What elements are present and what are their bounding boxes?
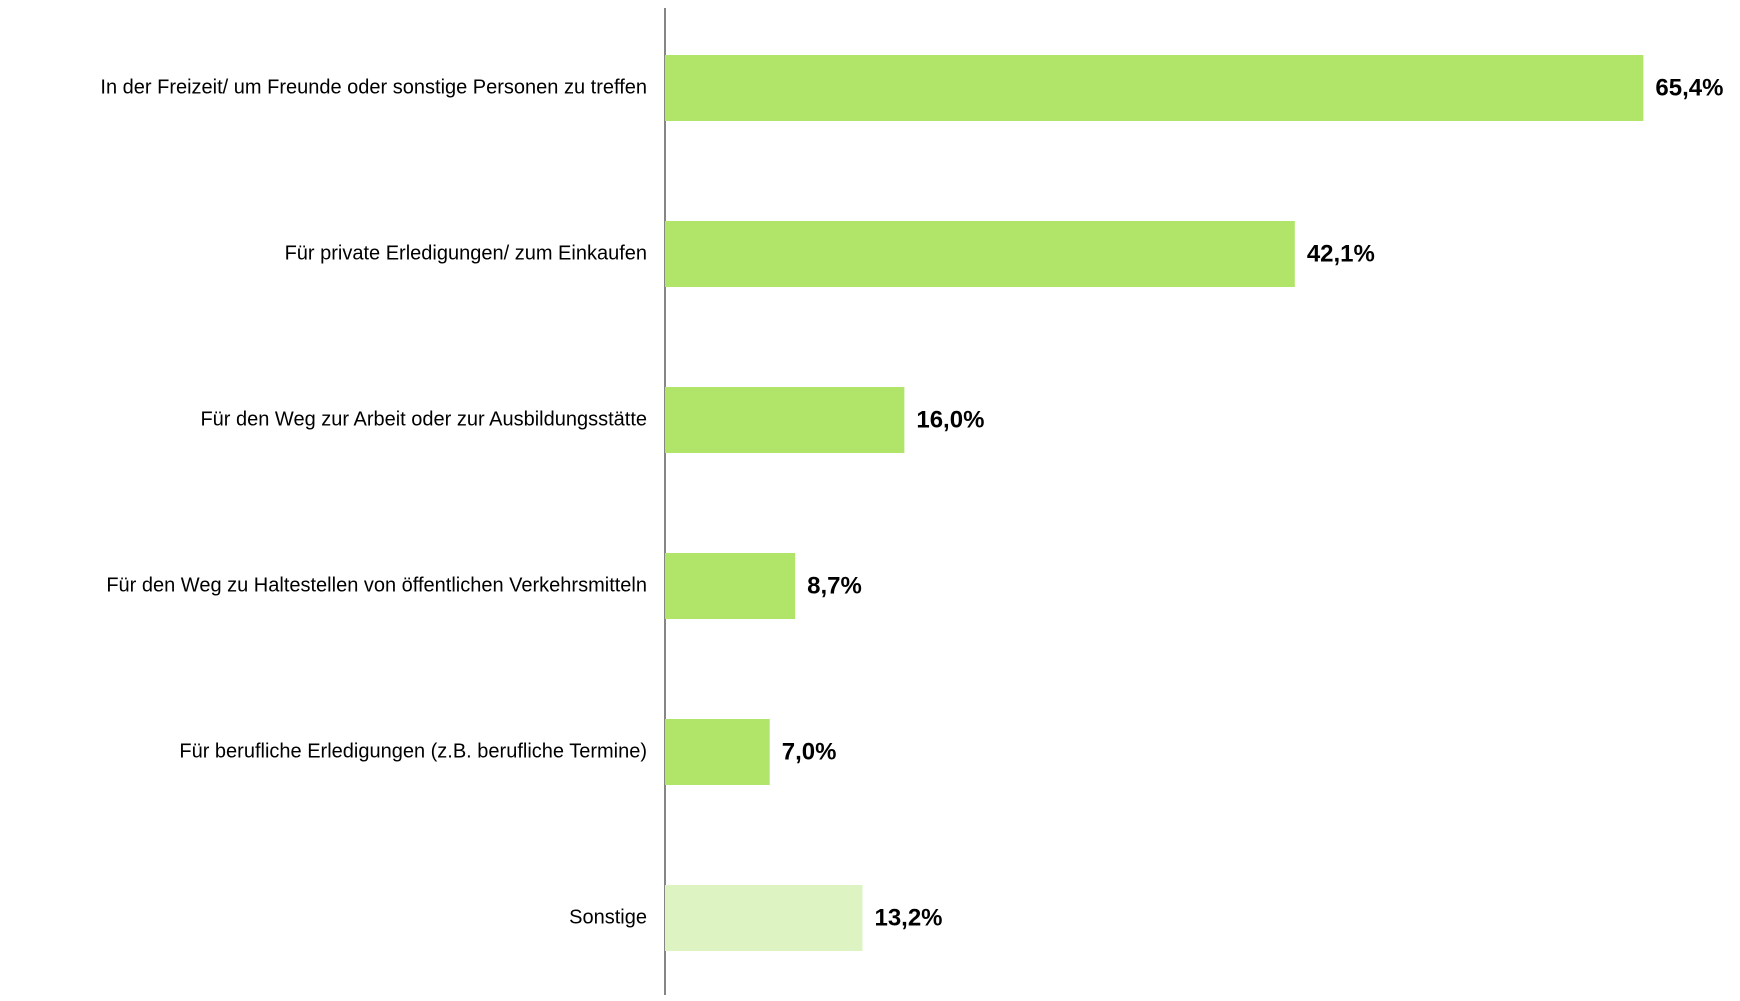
category-label: Für den Weg zu Haltestellen von öffentli… (106, 574, 647, 596)
value-label: 7,0% (782, 738, 837, 765)
bar (665, 885, 863, 951)
value-label: 13,2% (874, 904, 942, 931)
bar (665, 719, 770, 785)
category-label: Für berufliche Erledigungen (z.B. berufl… (179, 740, 647, 762)
value-label: 16,0% (916, 406, 984, 433)
bar (665, 221, 1295, 287)
category-label: Für private Erledigungen/ zum Einkaufen (285, 242, 647, 264)
category-label: Sonstige (569, 906, 647, 928)
value-label: 65,4% (1655, 74, 1723, 101)
bar (665, 55, 1644, 121)
bar (665, 387, 905, 453)
value-label: 8,7% (807, 572, 862, 599)
category-label: In der Freizeit/ um Freunde oder sonstig… (100, 76, 647, 98)
value-label: 42,1% (1307, 240, 1375, 267)
bar (665, 553, 796, 619)
category-label: Für den Weg zur Arbeit oder zur Ausbildu… (200, 408, 647, 430)
